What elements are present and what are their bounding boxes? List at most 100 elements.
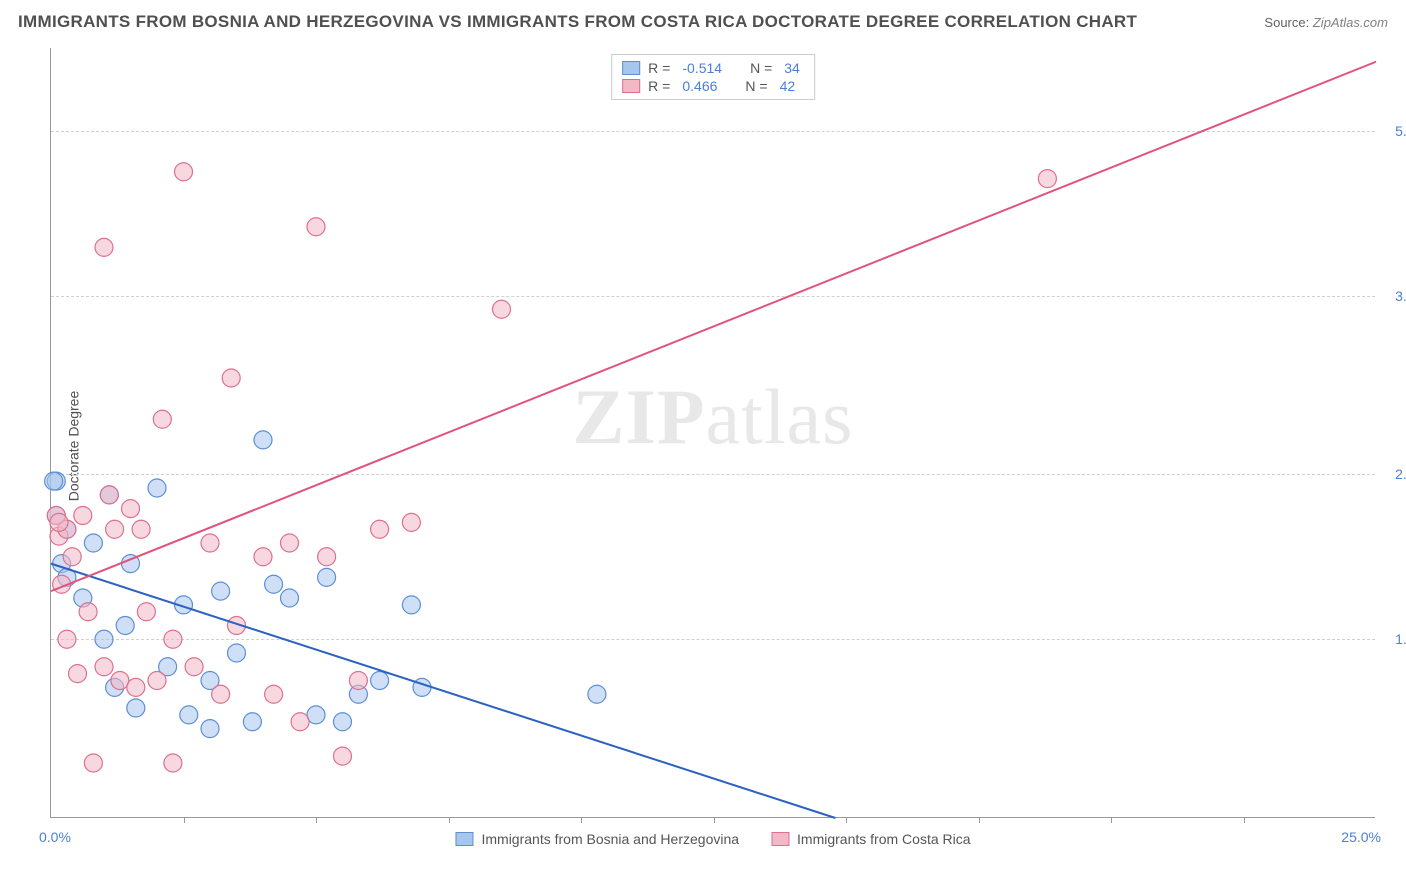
scatter-point xyxy=(318,568,336,586)
x-axis-max-label: 25.0% xyxy=(1341,829,1381,845)
scatter-point xyxy=(164,630,182,648)
legend-series-label: Immigrants from Costa Rica xyxy=(797,831,970,847)
scatter-point xyxy=(45,472,63,490)
legend-swatch xyxy=(455,832,473,846)
source-label: Source: xyxy=(1264,15,1309,30)
scatter-point xyxy=(307,706,325,724)
scatter-point xyxy=(84,534,102,552)
scatter-point xyxy=(137,603,155,621)
header: IMMIGRANTS FROM BOSNIA AND HERZEGOVINA V… xyxy=(18,12,1388,32)
scatter-point xyxy=(95,658,113,676)
scatter-point xyxy=(122,500,140,518)
scatter-point xyxy=(212,685,230,703)
scatter-point xyxy=(212,582,230,600)
scatter-point xyxy=(371,672,389,690)
scatter-point xyxy=(164,754,182,772)
legend-correlation: R = -0.514 N = 34 R = 0.466 N = 42 xyxy=(611,54,815,100)
scatter-point xyxy=(132,520,150,538)
x-tick xyxy=(316,817,317,823)
scatter-point xyxy=(175,163,193,181)
regression-line xyxy=(51,62,1376,591)
legend-r-label: R = xyxy=(648,78,670,94)
regression-line xyxy=(51,564,835,818)
scatter-point xyxy=(243,713,261,731)
scatter-point xyxy=(254,548,272,566)
legend-row: R = 0.466 N = 42 xyxy=(622,77,804,95)
scatter-point xyxy=(69,665,87,683)
x-tick xyxy=(714,817,715,823)
scatter-point xyxy=(371,520,389,538)
scatter-point xyxy=(334,713,352,731)
scatter-point xyxy=(281,589,299,607)
scatter-point xyxy=(588,685,606,703)
scatter-point xyxy=(281,534,299,552)
scatter-point xyxy=(127,678,145,696)
x-tick xyxy=(449,817,450,823)
scatter-point xyxy=(95,238,113,256)
x-tick xyxy=(846,817,847,823)
scatter-point xyxy=(100,486,118,504)
scatter-point xyxy=(50,513,68,531)
scatter-point xyxy=(307,218,325,236)
scatter-point xyxy=(180,706,198,724)
source: Source: ZipAtlas.com xyxy=(1264,15,1388,30)
scatter-point xyxy=(185,658,203,676)
scatter-point xyxy=(349,672,367,690)
legend-r-value: -0.514 xyxy=(682,60,722,76)
scatter-point xyxy=(127,699,145,717)
legend-series-item: Immigrants from Bosnia and Herzegovina xyxy=(455,831,739,847)
scatter-point xyxy=(201,534,219,552)
scatter-point xyxy=(58,630,76,648)
scatter-point xyxy=(201,720,219,738)
scatter-point xyxy=(291,713,309,731)
scatter-point xyxy=(111,672,129,690)
x-tick xyxy=(1244,817,1245,823)
scatter-point xyxy=(493,300,511,318)
scatter-point xyxy=(153,410,171,428)
scatter-point xyxy=(148,479,166,497)
x-tick xyxy=(1111,817,1112,823)
scatter-point xyxy=(79,603,97,621)
scatter-point xyxy=(148,672,166,690)
scatter-point xyxy=(228,644,246,662)
scatter-point xyxy=(95,630,113,648)
y-tick-label: 5.0% xyxy=(1395,123,1406,139)
chart-title: IMMIGRANTS FROM BOSNIA AND HERZEGOVINA V… xyxy=(18,12,1137,32)
scatter-point xyxy=(318,548,336,566)
legend-row: R = -0.514 N = 34 xyxy=(622,59,804,77)
scatter-point xyxy=(106,520,124,538)
scatter-point xyxy=(1038,170,1056,188)
x-tick xyxy=(184,817,185,823)
plot-area: ZIPatlas 1.3%2.5%3.8%5.0% R =-0.514N =34… xyxy=(50,48,1375,818)
legend-swatch xyxy=(771,832,789,846)
scatter-point xyxy=(222,369,240,387)
legend-r-label: R = xyxy=(648,60,670,76)
scatter-point xyxy=(74,507,92,525)
scatter-point xyxy=(63,548,81,566)
y-tick-label: 2.5% xyxy=(1395,466,1406,482)
legend-n-label: N = xyxy=(750,60,772,76)
legend-n-value: 42 xyxy=(780,78,796,94)
legend-n-label: N = xyxy=(745,78,767,94)
legend-series-item: Immigrants from Costa Rica xyxy=(771,831,970,847)
scatter-point xyxy=(116,617,134,635)
scatter-point xyxy=(265,575,283,593)
legend-swatch xyxy=(622,61,640,75)
scatter-point xyxy=(402,596,420,614)
x-tick xyxy=(581,817,582,823)
source-value: ZipAtlas.com xyxy=(1313,15,1388,30)
legend-swatch xyxy=(622,79,640,93)
x-tick xyxy=(979,817,980,823)
scatter-point xyxy=(254,431,272,449)
scatter-point xyxy=(402,513,420,531)
scatter-point xyxy=(334,747,352,765)
scatter-point xyxy=(84,754,102,772)
scatter-point xyxy=(265,685,283,703)
legend-r-value: 0.466 xyxy=(682,78,717,94)
legend-series: Immigrants from Bosnia and Herzegovina Im… xyxy=(455,831,970,847)
legend-n-value: 34 xyxy=(784,60,800,76)
legend-series-label: Immigrants from Bosnia and Herzegovina xyxy=(481,831,739,847)
y-tick-label: 1.3% xyxy=(1395,631,1406,647)
x-axis-min-label: 0.0% xyxy=(39,829,71,845)
scatter-svg xyxy=(51,48,1375,817)
